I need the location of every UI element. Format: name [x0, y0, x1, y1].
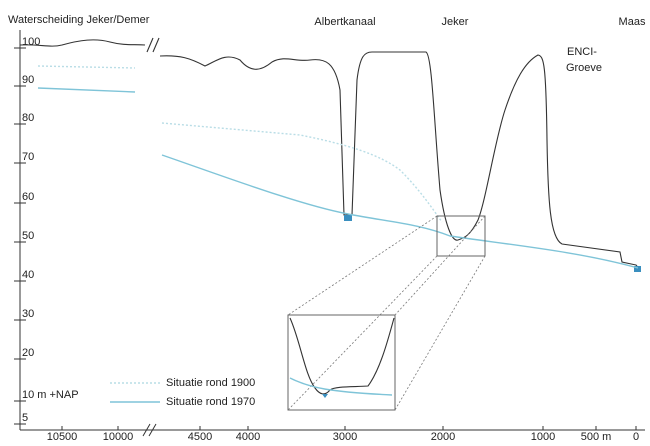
line-1900	[38, 66, 135, 68]
y-tick-label: 30	[22, 308, 34, 320]
y-tick-label: 5	[22, 412, 28, 424]
x-tick-label: 10000	[103, 431, 134, 443]
x-tick-label: 10500	[47, 431, 78, 443]
y-tick-label: 10 m +NAP	[22, 389, 79, 401]
x-tick-label: 4000	[236, 431, 260, 443]
y-tick-label: 50	[22, 230, 34, 242]
terrain-profile	[20, 40, 640, 270]
zoom-area	[437, 216, 485, 256]
label: Groeve	[566, 62, 602, 74]
inset-water	[322, 394, 328, 398]
label: Waterscheiding Jeker/Demer	[8, 14, 150, 26]
line-1970	[38, 88, 135, 92]
profile-break	[147, 38, 159, 52]
x-tick-label: 0	[633, 431, 639, 443]
x-tick-label: 500 m	[581, 431, 612, 443]
water	[344, 215, 352, 221]
inset-profile	[290, 318, 394, 394]
legend-label: Situatie rond 1900	[166, 377, 255, 389]
x-tick-label: 4500	[188, 431, 212, 443]
line-1970	[162, 155, 638, 268]
zoom-lines	[288, 216, 485, 410]
y-tick-label: 80	[22, 112, 34, 124]
line-1900	[162, 123, 442, 222]
label: Jeker	[442, 16, 469, 28]
x-tick-label: 1000	[531, 431, 555, 443]
x-tick-label: 2000	[431, 431, 455, 443]
y-tick-label: 100	[22, 36, 40, 48]
x-tick-label: 3000	[333, 431, 357, 443]
figure: Waterscheiding Jeker/Demer Albertkanaal …	[0, 0, 650, 446]
y-tick-label: 40	[22, 269, 34, 281]
y-tick-label: 90	[22, 74, 34, 86]
label: Albertkanaal	[314, 16, 375, 28]
y-tick-label: 70	[22, 151, 34, 163]
label: ENCI-	[567, 46, 597, 58]
y-tick-label: 20	[22, 347, 34, 359]
y-tick-label: 60	[22, 191, 34, 203]
label: Maas	[619, 16, 646, 28]
legend-label: Situatie rond 1970	[166, 396, 255, 408]
